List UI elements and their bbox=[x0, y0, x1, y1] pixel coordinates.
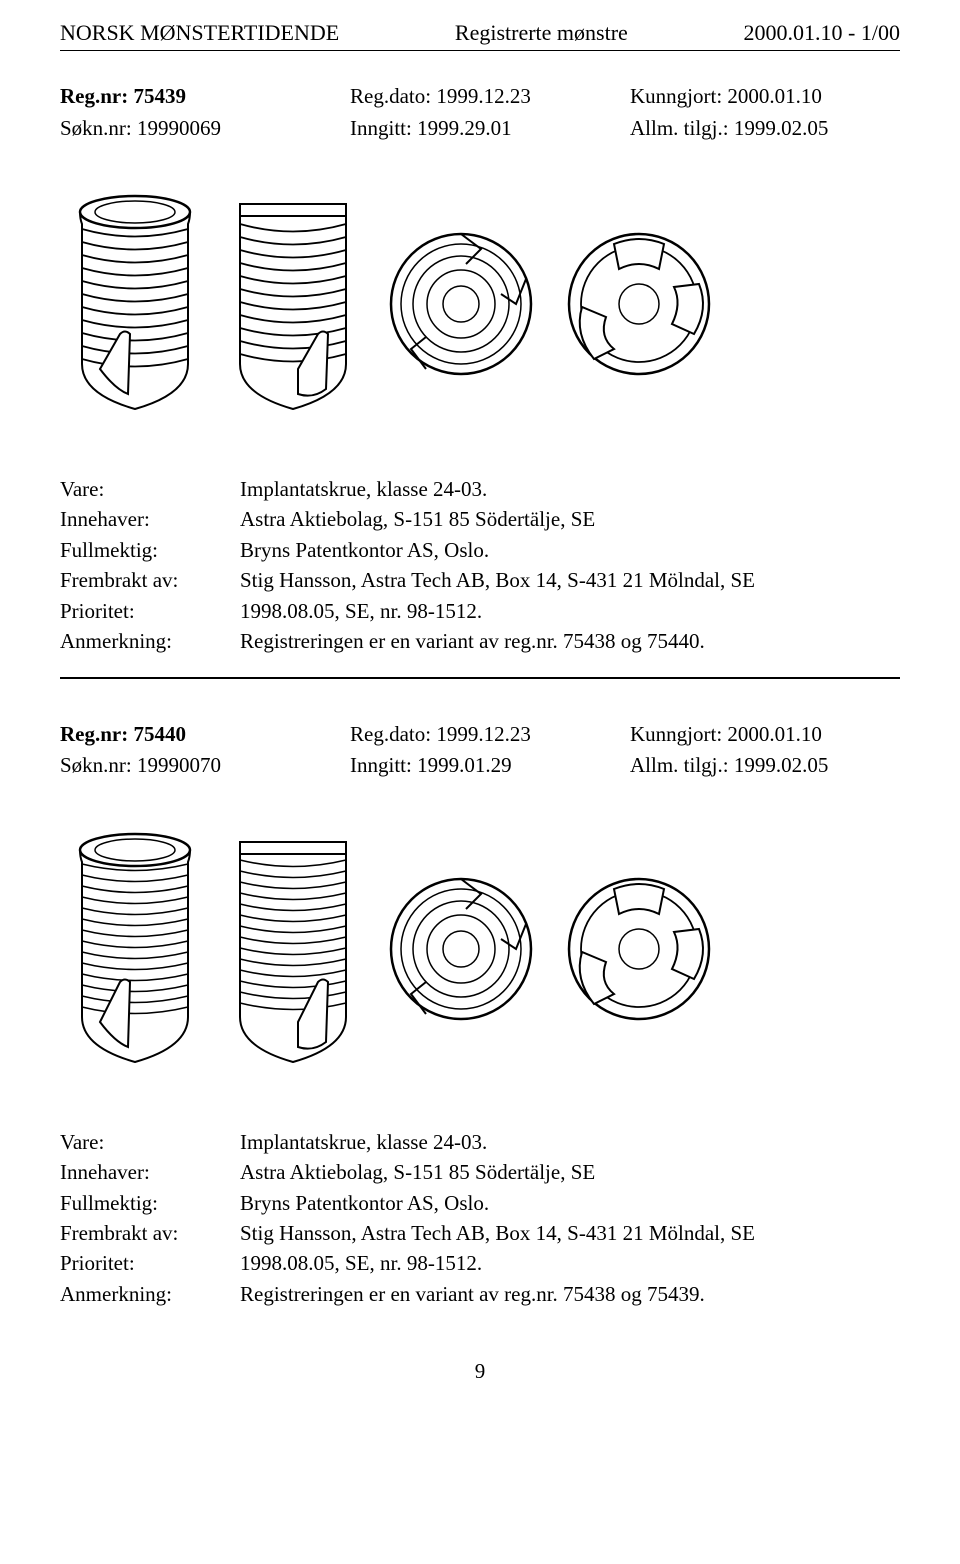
innehaver-value: Astra Aktiebolag, S-151 85 Södertälje, S… bbox=[240, 504, 900, 534]
fullmektig-label: Fullmektig: bbox=[60, 1188, 240, 1218]
frembrakt-label: Frembrakt av: bbox=[60, 1218, 240, 1248]
vare-label: Vare: bbox=[60, 474, 240, 504]
reg-nr: Reg.nr: 75439 bbox=[60, 81, 350, 113]
anmerkning-label: Anmerkning: bbox=[60, 1279, 240, 1309]
vare-value: Implantatskrue, klasse 24-03. bbox=[240, 474, 900, 504]
registration-header-2: Reg.nr: 75440 Reg.dato: 1999.12.23 Kunng… bbox=[60, 719, 900, 782]
innehaver-label: Innehaver: bbox=[60, 1157, 240, 1187]
frembrakt-value: Stig Hansson, Astra Tech AB, Box 14, S-4… bbox=[240, 1218, 900, 1248]
header-left: NORSK MØNSTERTIDENDE bbox=[60, 20, 339, 46]
frembrakt-value: Stig Hansson, Astra Tech AB, Box 14, S-4… bbox=[240, 565, 900, 595]
prioritet-value: 1998.08.05, SE, nr. 98-1512. bbox=[240, 596, 900, 626]
vare-value: Implantatskrue, klasse 24-03. bbox=[240, 1127, 900, 1157]
kunngjort: Kunngjort: 2000.01.10 bbox=[630, 719, 900, 751]
sokn-nr: Søkn.nr: 19990069 bbox=[60, 113, 350, 145]
header-center: Registrerte mønstre bbox=[455, 20, 628, 46]
page-header: NORSK MØNSTERTIDENDE Registrerte mønstre… bbox=[60, 20, 900, 46]
screw-side-a-icon bbox=[70, 194, 200, 414]
fullmektig-label: Fullmektig: bbox=[60, 535, 240, 565]
reg-nr: Reg.nr: 75440 bbox=[60, 719, 350, 751]
screw-side-b-icon bbox=[228, 832, 358, 1067]
figures-row-2 bbox=[60, 832, 900, 1067]
kunngjort: Kunngjort: 2000.01.10 bbox=[630, 81, 900, 113]
anmerkning-label: Anmerkning: bbox=[60, 626, 240, 656]
details-block-2: Vare:Implantatskrue, klasse 24-03. Inneh… bbox=[60, 1127, 900, 1310]
screw-top-b-icon bbox=[564, 874, 714, 1024]
figures-row-1 bbox=[60, 194, 900, 414]
inngitt: Inngitt: 1999.29.01 bbox=[350, 113, 630, 145]
anmerkning-value: Registreringen er en variant av reg.nr. … bbox=[240, 626, 900, 656]
header-underline bbox=[60, 50, 900, 51]
frembrakt-label: Frembrakt av: bbox=[60, 565, 240, 595]
fullmektig-value: Bryns Patentkontor AS, Oslo. bbox=[240, 535, 900, 565]
allm-tilgj: Allm. tilgj.: 1999.02.05 bbox=[630, 113, 900, 145]
screw-side-b-icon bbox=[228, 194, 358, 414]
registration-header-1: Reg.nr: 75439 Reg.dato: 1999.12.23 Kunng… bbox=[60, 81, 900, 144]
anmerkning-value: Registreringen er en variant av reg.nr. … bbox=[240, 1279, 900, 1309]
reg-dato: Reg.dato: 1999.12.23 bbox=[350, 81, 630, 113]
details-block-1: Vare:Implantatskrue, klasse 24-03. Inneh… bbox=[60, 474, 900, 657]
screw-top-b-icon bbox=[564, 229, 714, 379]
allm-tilgj: Allm. tilgj.: 1999.02.05 bbox=[630, 750, 900, 782]
innehaver-label: Innehaver: bbox=[60, 504, 240, 534]
reg-dato: Reg.dato: 1999.12.23 bbox=[350, 719, 630, 751]
page-number: 9 bbox=[60, 1359, 900, 1384]
screw-side-a-icon bbox=[70, 832, 200, 1067]
sokn-nr: Søkn.nr: 19990070 bbox=[60, 750, 350, 782]
prioritet-label: Prioritet: bbox=[60, 1248, 240, 1278]
screw-top-a-icon bbox=[386, 229, 536, 379]
prioritet-label: Prioritet: bbox=[60, 596, 240, 626]
screw-top-a-icon bbox=[386, 874, 536, 1024]
vare-label: Vare: bbox=[60, 1127, 240, 1157]
inngitt: Inngitt: 1999.01.29 bbox=[350, 750, 630, 782]
prioritet-value: 1998.08.05, SE, nr. 98-1512. bbox=[240, 1248, 900, 1278]
fullmektig-value: Bryns Patentkontor AS, Oslo. bbox=[240, 1188, 900, 1218]
innehaver-value: Astra Aktiebolag, S-151 85 Södertälje, S… bbox=[240, 1157, 900, 1187]
header-right: 2000.01.10 - 1/00 bbox=[744, 20, 900, 46]
entry-divider bbox=[60, 677, 900, 679]
